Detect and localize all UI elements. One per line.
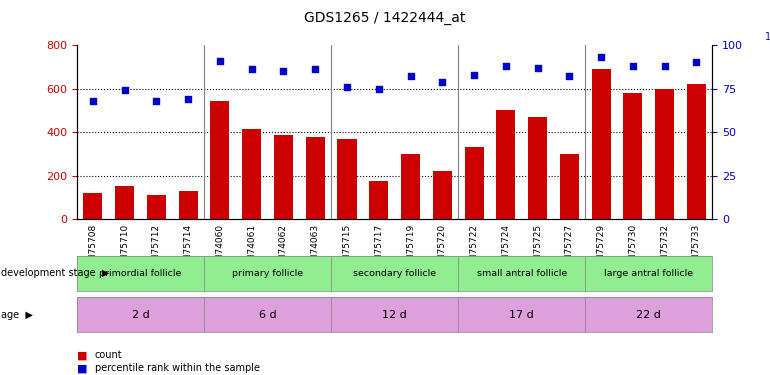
Point <box>246 66 258 72</box>
Text: primary follicle: primary follicle <box>232 269 303 278</box>
Bar <box>274 135 293 219</box>
Bar <box>306 137 325 219</box>
Bar <box>433 171 452 219</box>
Point <box>182 96 194 102</box>
Point <box>500 63 512 69</box>
Point <box>214 58 226 64</box>
Text: secondary follicle: secondary follicle <box>353 269 436 278</box>
Point <box>119 87 131 93</box>
Bar <box>687 84 706 219</box>
Bar <box>242 129 261 219</box>
Text: 12 d: 12 d <box>382 310 407 320</box>
Bar <box>83 193 102 219</box>
Text: 100%: 100% <box>765 32 770 42</box>
Text: 2 d: 2 d <box>132 310 149 320</box>
Point <box>627 63 639 69</box>
Text: large antral follicle: large antral follicle <box>604 269 693 278</box>
Point <box>468 72 480 78</box>
Text: count: count <box>95 351 122 360</box>
Text: small antral follicle: small antral follicle <box>477 269 567 278</box>
Text: 22 d: 22 d <box>636 310 661 320</box>
Bar <box>464 147 484 219</box>
Bar <box>496 110 515 219</box>
Bar <box>179 191 198 219</box>
Point <box>658 63 671 69</box>
Point <box>563 74 575 80</box>
Bar <box>370 181 388 219</box>
Point <box>277 68 290 74</box>
Text: ■: ■ <box>77 351 88 360</box>
Bar <box>655 88 675 219</box>
Point <box>150 98 162 104</box>
Text: development stage  ▶: development stage ▶ <box>1 268 109 278</box>
Point <box>531 64 544 70</box>
Point <box>87 98 99 104</box>
Text: percentile rank within the sample: percentile rank within the sample <box>95 363 259 373</box>
Bar <box>210 100 229 219</box>
Bar <box>337 139 357 219</box>
Text: GDS1265 / 1422444_at: GDS1265 / 1422444_at <box>304 11 466 25</box>
Point <box>436 79 448 85</box>
Text: 6 d: 6 d <box>259 310 276 320</box>
Bar <box>528 117 547 219</box>
Point <box>341 84 353 90</box>
Point <box>595 54 608 60</box>
Point <box>309 66 321 72</box>
Text: 17 d: 17 d <box>509 310 534 320</box>
Bar <box>116 186 134 219</box>
Point <box>690 60 702 66</box>
Bar <box>147 195 166 219</box>
Text: age  ▶: age ▶ <box>1 310 32 320</box>
Point <box>404 74 417 80</box>
Bar <box>401 154 420 219</box>
Point <box>373 86 385 92</box>
Bar <box>560 154 579 219</box>
Bar <box>624 93 642 219</box>
Text: primordial follicle: primordial follicle <box>99 269 182 278</box>
Text: ■: ■ <box>77 363 88 373</box>
Bar <box>591 69 611 219</box>
